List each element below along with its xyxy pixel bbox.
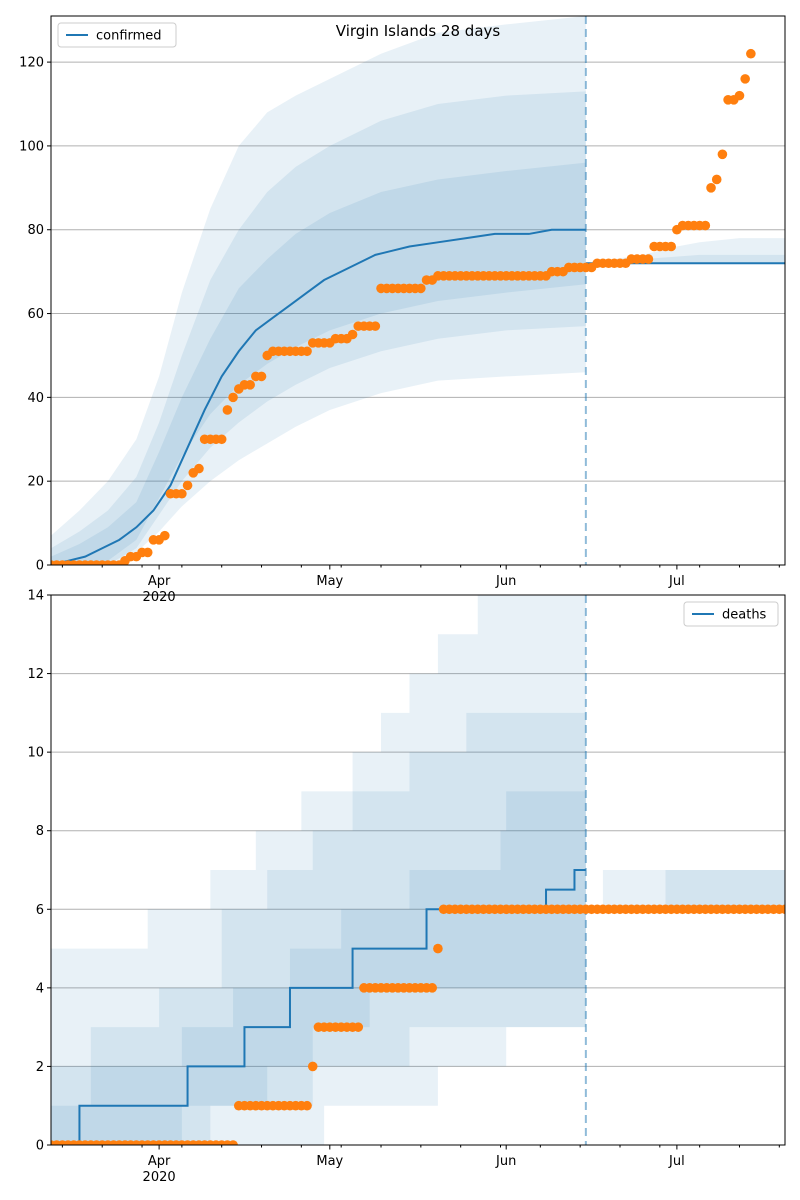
legend: deaths <box>683 601 779 627</box>
y-tick-label: 4 <box>36 981 44 996</box>
observed-point <box>643 254 654 264</box>
observed-point <box>245 379 255 390</box>
y-tick-label: 8 <box>36 824 44 839</box>
observed-point <box>222 405 233 415</box>
plot-area <box>51 595 785 1145</box>
x-tick-label: May <box>316 574 343 589</box>
observed-point <box>427 983 438 993</box>
x-tick-label: Apr <box>148 1154 171 1169</box>
x-tick-label: May <box>316 1154 343 1169</box>
legend-box <box>683 601 779 627</box>
y-tick-label: 0 <box>36 559 44 574</box>
observed-point <box>216 434 227 445</box>
confidence-band-outer <box>51 595 586 1145</box>
observed-point <box>734 90 745 101</box>
model-line <box>51 228 586 565</box>
legend-box <box>57 22 177 48</box>
observed-point <box>256 371 267 382</box>
x-tick-label: Jun <box>495 1154 516 1169</box>
y-tick-label: 60 <box>27 307 44 322</box>
observed-point <box>347 329 358 340</box>
forecast-band-outer <box>585 870 785 910</box>
observed-point <box>717 149 728 160</box>
y-tick-label: 6 <box>36 903 44 918</box>
confidence-band-inner <box>51 162 586 565</box>
observed-point <box>780 904 785 915</box>
legend-label: deaths <box>722 608 767 623</box>
confidence-band-outer <box>51 16 586 565</box>
observed-point <box>159 530 170 541</box>
model-line <box>51 869 586 1145</box>
legend-label: confirmed <box>96 29 162 44</box>
plot-area <box>51 16 785 565</box>
observed-point <box>416 283 426 294</box>
observed-point <box>700 220 711 231</box>
observed-point <box>307 1061 318 1072</box>
y-tick-label: 20 <box>27 475 44 490</box>
x-tick-year-label: 2020 <box>143 590 176 605</box>
legend: confirmed <box>57 22 177 48</box>
x-tick-label: Apr <box>148 574 171 589</box>
observed-point <box>194 463 204 474</box>
observed-point <box>746 48 756 59</box>
y-tick-label: 10 <box>27 746 44 761</box>
axes-frame <box>50 15 786 566</box>
x-tick-year-label: 2020 <box>143 1170 176 1185</box>
observed-point <box>177 488 187 499</box>
confidence-band-middle <box>51 712 586 1145</box>
observed-point <box>353 1022 364 1032</box>
confidence-band-middle <box>51 91 586 565</box>
observed-point <box>302 1100 312 1111</box>
chart-title: Virgin Islands 28 days <box>336 22 501 40</box>
observed-point <box>142 547 153 558</box>
y-tick-label: 2 <box>36 1060 44 1075</box>
observed-point <box>433 943 443 954</box>
observed-point <box>711 174 722 185</box>
x-tick-label: Jun <box>495 574 516 589</box>
y-tick-label: 80 <box>27 223 44 238</box>
observed-point <box>302 346 312 357</box>
observed-point <box>740 74 750 84</box>
observed-point <box>370 321 381 331</box>
y-tick-label: 14 <box>27 589 44 604</box>
observed-point <box>706 183 716 193</box>
observed-point <box>228 392 238 403</box>
observed-point <box>182 480 193 491</box>
axes-frame <box>50 594 786 1146</box>
observed-point <box>666 241 677 252</box>
x-tick-label: Jul <box>668 1154 685 1169</box>
y-tick-label: 12 <box>27 667 44 682</box>
y-tick-label: 0 <box>36 1139 44 1154</box>
y-tick-label: 120 <box>19 56 44 71</box>
confidence-band-inner <box>51 791 586 1145</box>
forecast-band-inner <box>585 870 785 910</box>
x-tick-label: Jul <box>668 574 685 589</box>
y-tick-label: 100 <box>19 139 44 154</box>
observed-point <box>228 1140 238 1145</box>
y-tick-label: 40 <box>27 391 44 406</box>
